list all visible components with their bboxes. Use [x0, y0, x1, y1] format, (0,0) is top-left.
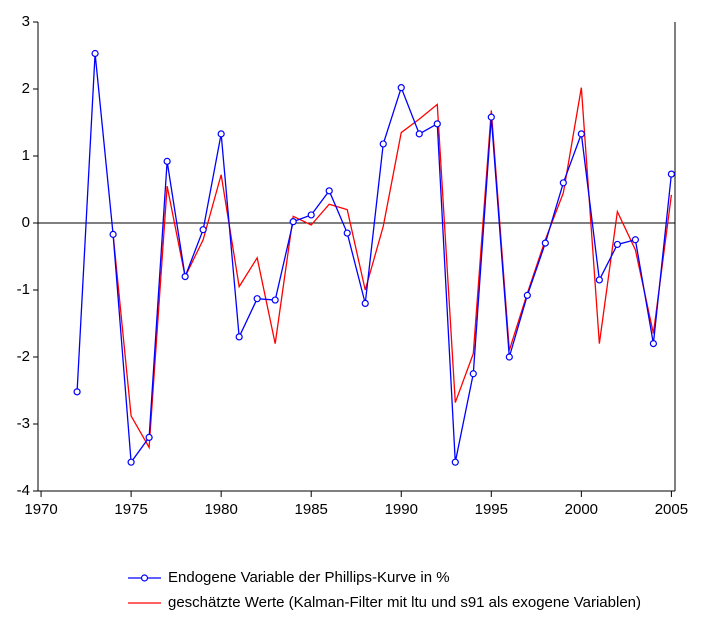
marker — [253, 295, 261, 303]
marker — [271, 296, 279, 304]
marker — [235, 333, 243, 341]
x-tick-label: 1990 — [385, 501, 418, 518]
marker — [109, 230, 117, 238]
x-tick-label: 1985 — [295, 501, 328, 518]
x-tick-label: 1970 — [24, 501, 57, 518]
legend-marker — [140, 574, 149, 582]
y-tick-label: 0 — [22, 214, 30, 231]
marker — [505, 353, 513, 361]
marker — [289, 218, 297, 226]
marker — [613, 240, 621, 249]
marker — [523, 291, 531, 299]
legend-label: Endogene Variable der Phillips-Kurve in … — [168, 569, 450, 586]
marker — [433, 120, 441, 128]
x-tick-label: 1975 — [114, 501, 147, 518]
marker — [559, 179, 567, 187]
marker — [451, 458, 459, 466]
marker — [577, 130, 585, 138]
marker — [415, 130, 423, 138]
marker — [649, 340, 657, 348]
marker — [487, 113, 495, 121]
marker — [163, 157, 171, 165]
series-line — [76, 53, 673, 464]
legend-label: geschätzte Werte (Kalman-Filter mit ltu … — [168, 594, 641, 611]
y-tick-label: -4 — [17, 482, 30, 499]
marker — [631, 236, 639, 244]
y-tick-label: -1 — [17, 281, 30, 298]
y-tick-label: 1 — [22, 147, 30, 164]
series-line — [112, 87, 673, 450]
x-tick-label: 2005 — [655, 501, 688, 518]
marker — [541, 239, 549, 247]
marker — [343, 229, 351, 237]
x-tick-label: 1980 — [204, 501, 237, 518]
marker — [667, 170, 675, 178]
marker — [181, 273, 189, 281]
y-tick-label: 3 — [22, 13, 30, 30]
y-tick-label: -2 — [17, 348, 30, 365]
marker — [73, 388, 81, 396]
x-tick-label: 1995 — [475, 501, 508, 518]
marker — [91, 49, 99, 58]
y-tick-label: -3 — [17, 415, 30, 432]
marker — [325, 187, 333, 195]
marker — [217, 130, 225, 138]
marker — [595, 276, 603, 284]
marker — [361, 299, 369, 307]
marker — [127, 458, 135, 466]
marker — [379, 140, 387, 148]
marker — [199, 226, 207, 234]
marker — [397, 84, 405, 92]
marker — [469, 370, 477, 378]
x-tick-label: 2000 — [565, 501, 598, 518]
marker — [307, 211, 315, 219]
y-tick-label: 2 — [22, 80, 30, 97]
marker — [145, 433, 153, 441]
